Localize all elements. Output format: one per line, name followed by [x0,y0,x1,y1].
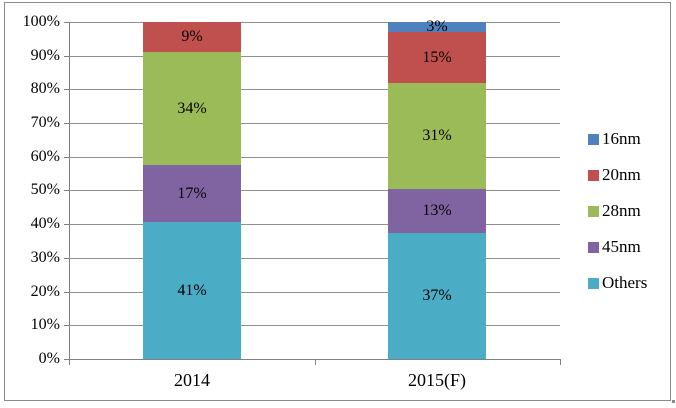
legend-label: 45nm [602,237,641,256]
data-label: 9% [181,28,203,45]
bar-segment-28nm-2014[interactable]: 34% [143,52,241,165]
legend-label: 28nm [602,201,641,220]
plot-area: 41% 17% 34% 9% 37% 13% 31% 15% 3% [69,18,560,359]
y-axis-label: 90% [30,47,60,64]
data-label: 3% [426,18,448,35]
legend-label: Others [602,273,648,292]
legend-item-16nm[interactable]: 16nm [588,121,647,157]
legend-marker-icon [588,205,599,217]
y-axis-label: 10% [30,316,60,333]
bar-segment-20nm-2014[interactable]: 9% [143,22,241,52]
legend-item-Others[interactable]: Others [588,265,647,301]
data-label: 17% [177,184,207,202]
y-tick-30% [64,258,69,259]
x-tick [560,360,561,365]
y-axis-label: 100% [22,13,60,30]
bar-2014: 41% 17% 34% 9% [143,22,241,359]
category-label-2015(F): 2015(F) [408,370,466,390]
bar-segment-45nm-2015(F)[interactable]: 13% [388,189,486,233]
legend: 16nm 20nm 28nm 45nm Others [588,121,647,301]
bar-segment-28nm-2015(F)[interactable]: 31% [388,83,486,189]
y-axis-label: 40% [30,215,60,232]
x-tick [69,360,70,365]
legend-item-20nm[interactable]: 20nm [588,157,647,193]
data-label: 41% [177,281,207,299]
data-label: 31% [422,127,452,144]
y-tick-20% [64,292,69,293]
x-tick [315,360,316,365]
gridline-90% [69,56,560,57]
y-tick-10% [64,325,69,326]
legend-marker-icon [588,133,599,145]
gridline-10% [69,325,560,326]
legend-label: 20nm [602,165,641,184]
chart-border [4,2,671,401]
y-tick-100% [64,22,69,23]
y-axis-label: 50% [30,181,60,198]
y-tick-50% [64,190,69,191]
bar-segment-16nm-2015(F)[interactable]: 3% [388,18,486,35]
y-tick-40% [64,224,69,225]
data-label: 13% [422,202,452,219]
y-axis-label: 80% [30,80,60,97]
data-label: 15% [422,48,452,66]
bar-segment-Others-2014[interactable]: 41% [143,222,241,359]
x-axis [69,359,561,360]
legend-item-45nm[interactable]: 45nm [588,229,647,265]
y-axis-label: 0% [38,350,60,367]
gridline-80% [69,89,560,90]
bar-segment-20nm-2015(F)[interactable]: 15% [388,32,486,83]
y-axis-label: 70% [30,114,60,131]
bar-segment-45nm-2014[interactable]: 17% [143,165,241,222]
y-tick-70% [64,123,69,124]
gridline-40% [69,224,560,225]
y-tick-60% [64,157,69,158]
legend-marker-icon [588,277,599,289]
bar-2015(F): 37% 13% 31% 15% 3% [388,18,486,359]
data-label: 37% [422,287,452,304]
gridline-100% [69,22,560,23]
gridline-70% [69,123,560,124]
y-tick-90% [64,56,69,57]
y-tick-80% [64,89,69,90]
y-tick-0% [64,359,69,360]
y-axis-label: 60% [30,148,60,165]
gridline-50% [69,190,560,191]
y-axis-label: 20% [30,283,60,300]
category-label-2014: 2014 [174,370,210,390]
gridline-20% [69,292,560,293]
legend-marker-icon [588,241,599,253]
gridline-60% [69,157,560,158]
data-label: 34% [177,99,207,117]
resize-artifact [672,400,675,403]
y-axis-label: 30% [30,249,60,266]
legend-item-28nm[interactable]: 28nm [588,193,647,229]
legend-label: 16nm [602,129,641,148]
bar-segment-Others-2015(F)[interactable]: 37% [388,233,486,359]
y-axis [69,22,70,360]
legend-marker-icon [588,169,599,181]
gridline-30% [69,258,560,259]
